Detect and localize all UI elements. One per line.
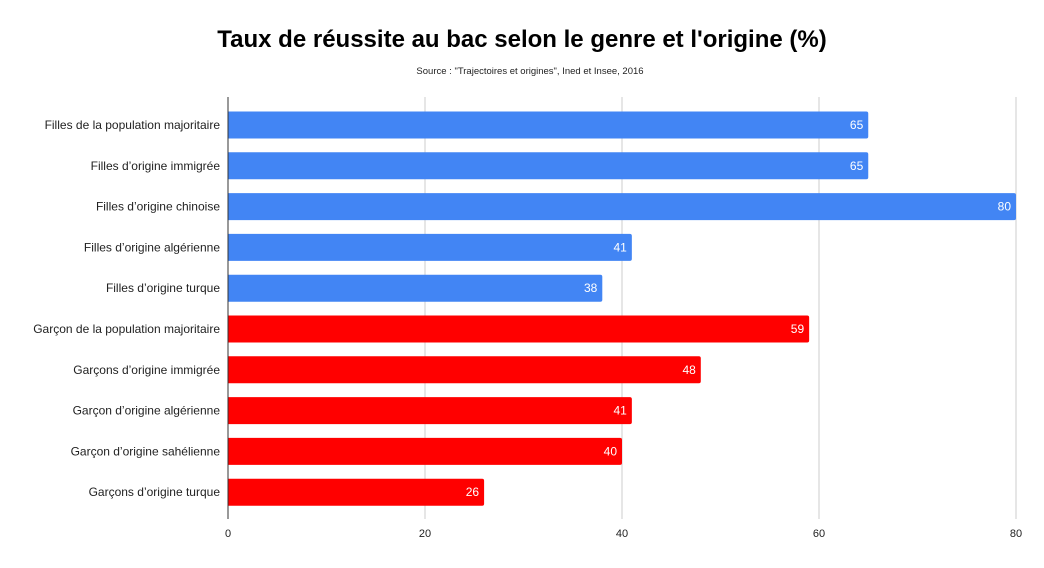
category-label: Garçon de la population majoritaire [33, 322, 220, 336]
bar [228, 111, 869, 139]
chart-subtitle: Source : "Trajectoires et origines", Ine… [416, 66, 644, 77]
category-label: Filles d’origine chinoise [96, 200, 220, 214]
bar [228, 437, 622, 465]
bar [228, 152, 869, 180]
bar [228, 356, 701, 384]
category-label: Garçons d’origine turque [89, 485, 221, 499]
x-tick-label: 60 [813, 528, 825, 540]
bar [228, 274, 603, 302]
data-label: 65 [850, 118, 864, 132]
bars: 65 65 80 41 38 59 48 41 40 26 [227, 97, 1016, 519]
category-label: Filles d’origine algérienne [84, 240, 220, 254]
data-label: 40 [604, 444, 618, 458]
bar [228, 315, 810, 343]
x-tick-label: 80 [1010, 528, 1022, 540]
data-label: 80 [998, 200, 1012, 214]
bar [228, 397, 632, 425]
chart-title: Taux de réussite au bac selon le genre e… [217, 26, 827, 53]
data-label: 41 [613, 404, 627, 418]
category-labels: Filles de la population majoritaire Fille… [33, 118, 220, 499]
data-label: 59 [791, 322, 805, 336]
x-tick-label: 0 [225, 528, 231, 540]
category-label: Garçon d’origine sahélienne [71, 444, 221, 458]
x-tick-label: 40 [616, 528, 628, 540]
data-label: 65 [850, 159, 864, 173]
category-label: Garçons d’origine immigrée [73, 363, 220, 377]
category-label: Filles de la population majoritaire [45, 118, 221, 132]
bar [228, 233, 632, 261]
bar [228, 478, 485, 506]
bar [228, 193, 1016, 221]
category-label: Filles d’origine turque [106, 281, 220, 295]
category-label: Filles d’origine immigrée [91, 159, 221, 173]
data-label: 41 [613, 240, 627, 254]
x-tick-labels: 0 20 40 60 80 [225, 528, 1022, 540]
data-label: 26 [466, 485, 480, 499]
data-label: 48 [682, 363, 696, 377]
x-tick-label: 20 [419, 528, 431, 540]
data-label: 38 [584, 281, 598, 295]
category-label: Garçon d’origine algérienne [73, 404, 221, 418]
